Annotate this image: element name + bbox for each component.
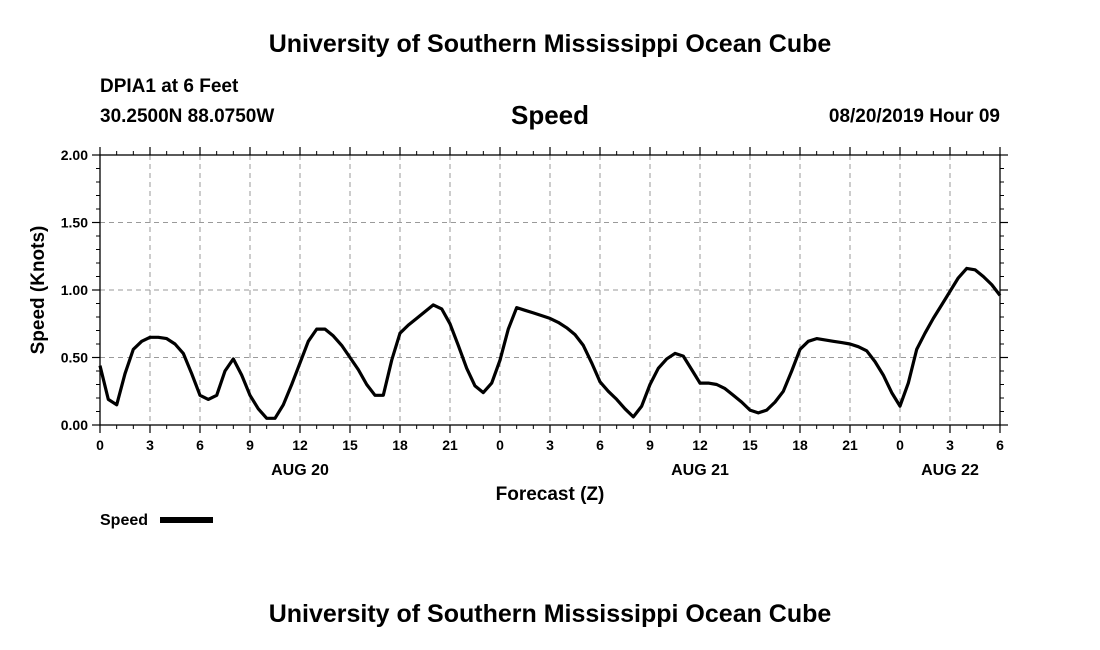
x-tick-label: 15 <box>742 437 758 453</box>
x-tick-label: 12 <box>292 437 308 453</box>
x-tick-label: 6 <box>196 437 204 453</box>
variable-label: Speed <box>510 100 590 130</box>
x-tick-label: 18 <box>792 437 808 453</box>
x-tick-label: 9 <box>646 437 654 453</box>
x-tick-labels: 0 3 6 9 12 15 18 21 0 3 6 9 12 15 18 21 0 3 6 <box>96 437 1004 453</box>
x-tick-label: 18 <box>392 437 408 453</box>
day-label: AUG 21 <box>671 462 729 479</box>
x-tick-label: 6 <box>996 437 1004 453</box>
axis-ticks <box>92 147 1008 433</box>
day-label: AUG 22 <box>921 462 979 479</box>
x-tick-label: 0 <box>496 437 504 453</box>
x-tick-label: 21 <box>842 437 858 453</box>
legend-swatch <box>160 517 213 523</box>
coordinates-label: 30.2500N 88.0750W <box>100 106 275 127</box>
grid-lines <box>100 155 1000 425</box>
y-tick-label: 0.50 <box>61 350 88 366</box>
speed-series-line <box>98 266 1002 420</box>
y-axis-label: Speed (Knots) <box>28 226 49 355</box>
y-tick-label: 1.00 <box>61 282 88 298</box>
x-tick-label: 0 <box>896 437 904 453</box>
y-tick-label: 1.50 <box>61 215 88 231</box>
x-tick-label: 15 <box>342 437 358 453</box>
footer-title: University of Southern Mississippi Ocean… <box>268 600 832 628</box>
x-tick-label: 3 <box>946 437 954 453</box>
chart-title: University of Southern Mississippi Ocean… <box>268 30 832 58</box>
y-tick-labels: 0.00 0.50 1.00 1.50 2.00 <box>61 147 88 433</box>
x-tick-label: 6 <box>596 437 604 453</box>
x-tick-label: 3 <box>146 437 154 453</box>
station-label: DPIA1 at 6 Feet <box>100 76 239 97</box>
day-labels: AUG 20 AUG 21 AUG 22 <box>271 462 979 479</box>
x-tick-label: 0 <box>96 437 104 453</box>
day-label: AUG 20 <box>271 462 329 479</box>
x-axis-label: Forecast (Z) <box>496 484 605 505</box>
legend: Speed <box>100 512 213 529</box>
datetime-label: 08/20/2019 Hour 09 <box>828 106 1000 127</box>
x-tick-label: 21 <box>442 437 458 453</box>
y-tick-label: 2.00 <box>61 147 88 163</box>
x-tick-label: 12 <box>692 437 708 453</box>
x-tick-label: 3 <box>546 437 554 453</box>
y-tick-label: 0.00 <box>61 417 88 433</box>
x-tick-label: 9 <box>246 437 254 453</box>
legend-label: Speed <box>100 512 148 529</box>
